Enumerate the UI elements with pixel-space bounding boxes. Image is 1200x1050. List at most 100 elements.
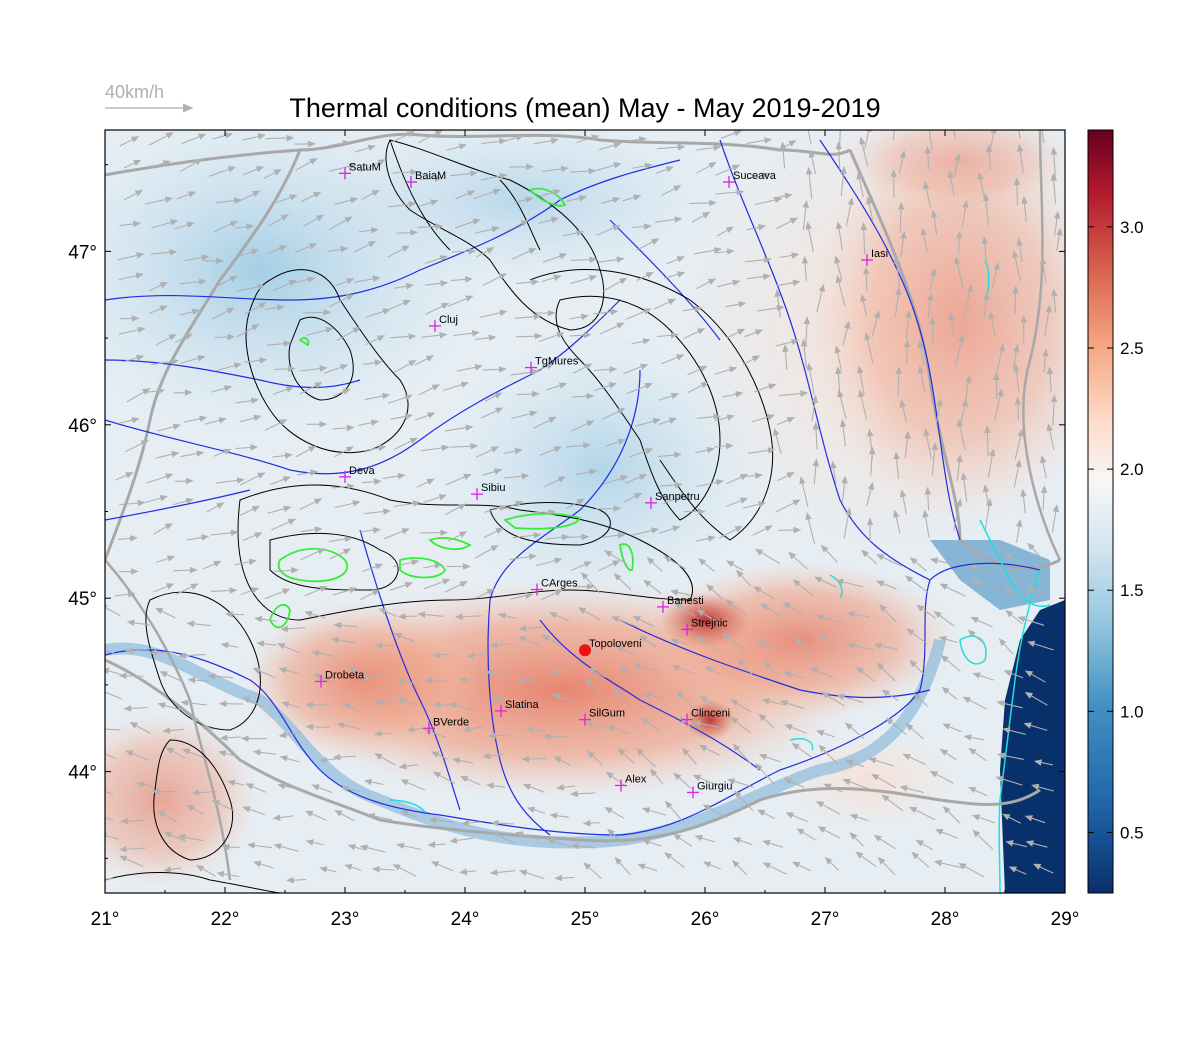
wind-arrow [266, 340, 292, 347]
wind-arrow [924, 145, 932, 170]
wind-arrow [311, 784, 333, 794]
wind-arrow [390, 333, 417, 340]
wind-arrow [157, 702, 180, 711]
wind-arrow [942, 806, 961, 824]
wind-arrow [300, 526, 323, 533]
wind-arrow [587, 750, 603, 766]
wind-arrow [593, 366, 618, 373]
wind-arrow [360, 589, 381, 601]
wind-arrow [762, 862, 787, 875]
wind-arrow [861, 549, 878, 565]
contour-north [385, 139, 605, 331]
city-label: Sibiu [481, 482, 505, 494]
wind-arrow [417, 130, 444, 144]
wind-arrow [788, 551, 808, 570]
wind-arrow [773, 192, 793, 200]
x-tick-label: 28° [931, 909, 960, 930]
wind-arrow [582, 819, 600, 827]
wind-arrow [892, 130, 895, 141]
wind-arrow [179, 158, 203, 173]
cool-region-north [300, 130, 740, 290]
wind-arrow [330, 636, 356, 644]
wind-arrow [444, 503, 467, 516]
wind-arrow [670, 638, 689, 646]
wind-arrow [319, 866, 337, 873]
wind-arrow [696, 413, 722, 421]
wind-arrow [812, 421, 820, 450]
wind-arrow [543, 733, 571, 740]
wind-arrow [334, 809, 355, 822]
wind-arrow [631, 338, 651, 345]
wind-arrow [276, 194, 298, 204]
wind-arrow [235, 444, 259, 451]
wind-arrow [983, 291, 990, 317]
y-tick-label: 46° [68, 416, 97, 437]
wind-arrow [881, 794, 904, 812]
wind-arrow [751, 414, 776, 423]
wind-arrow [905, 575, 929, 593]
wind-arrow [930, 209, 938, 235]
wind-arrow [971, 579, 997, 589]
wind-arrow [538, 332, 565, 343]
wind-arrow [476, 446, 499, 458]
wind-arrow [510, 368, 540, 376]
wind-arrow [952, 130, 956, 139]
river-timis [105, 489, 251, 521]
wind-arrow [1051, 504, 1060, 533]
wind-arrow [873, 834, 897, 850]
wind-arrow [482, 273, 507, 286]
wind-arrow [542, 165, 569, 173]
wind-arrow [246, 842, 272, 849]
wind-arrow [490, 831, 514, 844]
wind-arrow [332, 388, 351, 397]
wind-arrow [1013, 363, 1020, 392]
wind-arrow [716, 279, 741, 288]
wind-arrow [416, 478, 435, 488]
wind-arrow [281, 701, 300, 708]
wind-arrow [998, 638, 1014, 655]
wind-arrow [327, 246, 349, 253]
wind-arrow [406, 726, 426, 733]
wind-arrow [254, 615, 277, 623]
wind-scale-label: 40km/h [105, 82, 164, 102]
wind-arrow [1013, 177, 1021, 206]
wind-arrow [332, 753, 357, 761]
wind-arrow [963, 734, 984, 741]
wind-arrow [595, 505, 622, 512]
wind-arrow [601, 408, 626, 420]
wind-arrow [424, 677, 449, 685]
wind-arrow [720, 130, 743, 139]
wind-arrow [118, 272, 144, 281]
wind-arrow [792, 579, 814, 597]
wind-arrow [626, 383, 653, 395]
wind-arrow [174, 477, 194, 485]
wind-arrow [716, 226, 734, 237]
wind-arrow [726, 328, 746, 339]
wind-arrow [782, 344, 789, 370]
river-network [105, 139, 1041, 836]
wind-arrow [150, 248, 178, 256]
wind-arrow [353, 240, 377, 253]
wind-arrow [148, 282, 168, 292]
wind-arrow [125, 647, 152, 654]
city-label: Deva [349, 465, 376, 477]
border-line-south [105, 658, 1041, 843]
wind-arrow [736, 569, 752, 587]
wind-arrow [149, 649, 176, 656]
wind-arrow [714, 414, 735, 422]
wind-arrow [702, 804, 728, 819]
wind-arrow [173, 566, 198, 574]
wind-arrow [516, 677, 535, 685]
wind-arrow [658, 525, 681, 534]
wind-arrow [1024, 670, 1046, 683]
wind-arrow [417, 223, 444, 230]
wind-arrow [572, 363, 593, 374]
city-marker: Suceava [723, 170, 777, 189]
wind-arrow [821, 691, 846, 707]
wind-arrow [382, 472, 406, 480]
wind-arrow [479, 309, 508, 319]
wind-arrow [970, 616, 993, 628]
wind-arrow [820, 544, 838, 563]
wind-arrow [871, 310, 881, 338]
wind-arrow [696, 636, 720, 652]
